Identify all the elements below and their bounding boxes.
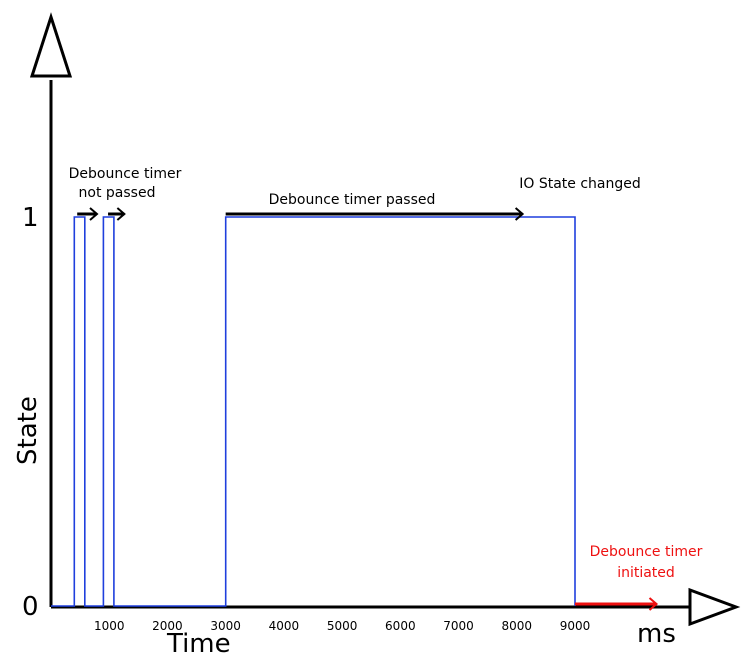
x-tick-label-8000: 8000 [502, 619, 533, 633]
annotation-2-line-0: IO State changed [519, 176, 641, 192]
annotation-3-line-0: Debounce timer [590, 544, 703, 560]
x-axis-label: Time [166, 629, 231, 656]
x-tick-label-7000: 7000 [443, 619, 474, 633]
y-tick-label-0: 0 [22, 592, 39, 622]
x-tick-label-9000: 9000 [560, 619, 591, 633]
annotation-layer: Debounce timer not passed Debounce timer p… [69, 166, 703, 611]
x-tick-label-2000: 2000 [152, 619, 183, 633]
x-tick-label-6000: 6000 [385, 619, 416, 633]
annotation-0-line-1: not passed [79, 185, 156, 201]
x-axis-arrowhead [688, 587, 741, 627]
x-tick-label-5000: 5000 [327, 619, 358, 633]
y-axis-arrowhead [29, 12, 73, 78]
x-unit-label: ms [637, 619, 676, 649]
annotation-0-arrowhead-1 [116, 207, 126, 221]
tick-layer: 1000 2000 3000 4000 5000 6000 7000 8000 9000 0 1 [22, 203, 590, 633]
series-layer [51, 216, 576, 607]
series-line-0 [51, 216, 576, 607]
annotation-0-line-0: Debounce timer [69, 166, 182, 182]
y-tick-label-1: 1 [22, 203, 39, 233]
annotation-3-arrowhead-0 [648, 597, 659, 611]
annotation-1-line-0: Debounce timer passed [269, 192, 436, 208]
annotation-3-line-1: initiated [617, 565, 675, 581]
annotation-0-arrowhead-0 [89, 207, 99, 221]
x-tick-label-3000: 3000 [210, 619, 241, 633]
annotation-1-arrowhead-0 [514, 207, 525, 221]
x-tick-label-4000: 4000 [269, 619, 300, 633]
y-axis-label: State [13, 396, 43, 465]
x-tick-label-1000: 1000 [94, 619, 125, 633]
